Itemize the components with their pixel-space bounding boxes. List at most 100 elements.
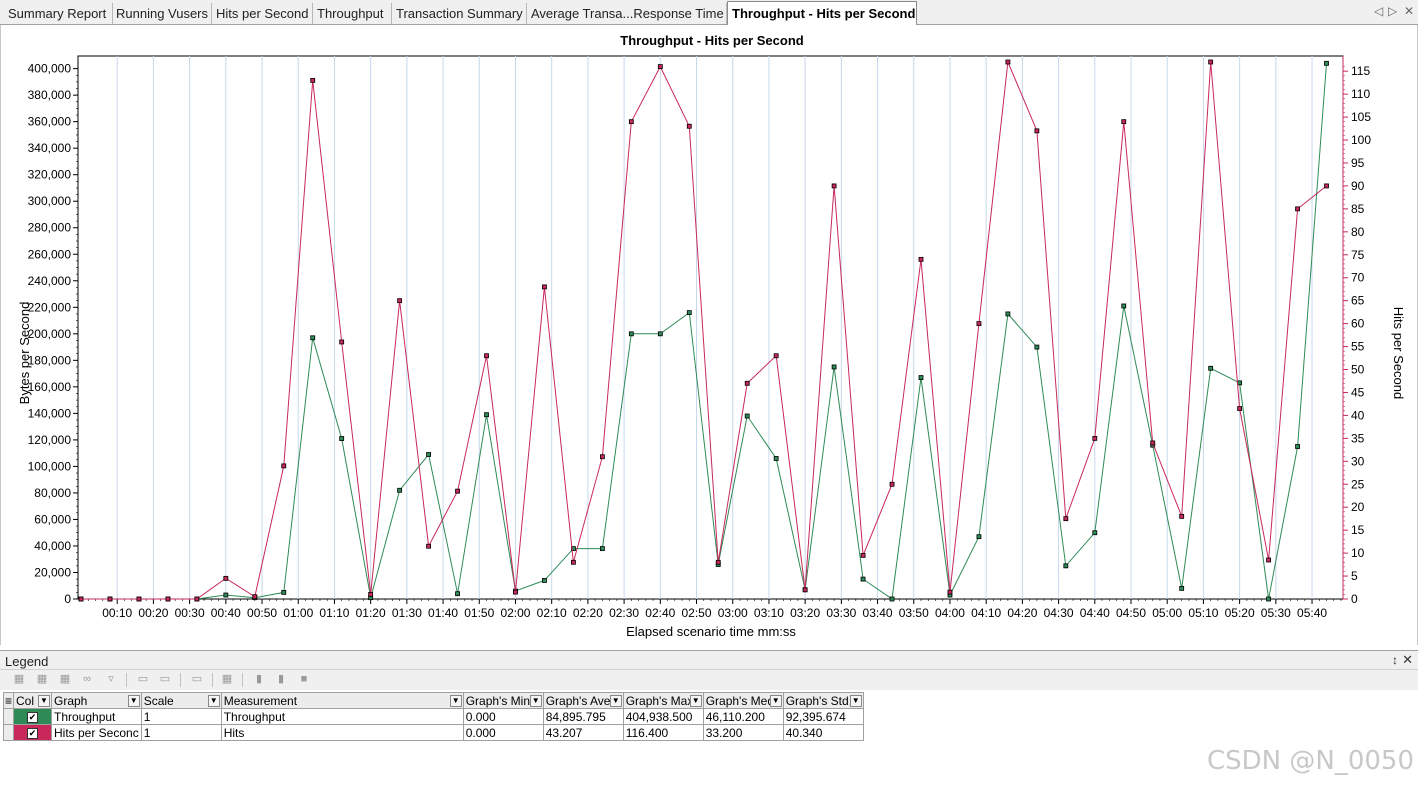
close-icon[interactable]: ✕ bbox=[1402, 652, 1413, 667]
y-tick-label: 160,000 bbox=[28, 380, 72, 394]
x-tick-label: 02:10 bbox=[537, 606, 567, 620]
data-point bbox=[686, 123, 692, 129]
move-down-icon[interactable]: ▮ bbox=[277, 673, 285, 685]
color-swatch[interactable]: ✔ bbox=[13, 708, 52, 725]
data-point bbox=[976, 534, 982, 540]
chevron-down-icon[interactable]: ▼ bbox=[449, 695, 462, 707]
chevron-down-icon[interactable]: ▼ bbox=[529, 695, 542, 707]
tab-transaction-summary[interactable]: Transaction Summary bbox=[392, 3, 527, 24]
y-tick-label: 120,000 bbox=[28, 433, 72, 447]
toolbar-divider bbox=[180, 673, 181, 687]
column-header-color[interactable]: Col ▼ bbox=[13, 692, 52, 709]
y2-tick-label: 0 bbox=[1351, 592, 1358, 606]
column-header-max[interactable]: Graph's Max ▼ bbox=[622, 692, 704, 709]
checkbox[interactable]: ✔ bbox=[27, 727, 38, 739]
show-only-icon[interactable]: ▦ bbox=[59, 673, 71, 685]
data-point bbox=[860, 576, 866, 582]
data-point bbox=[1092, 435, 1098, 441]
chevron-down-icon[interactable]: ▼ bbox=[38, 695, 50, 707]
copy-icon[interactable]: ▭ bbox=[137, 673, 149, 685]
filter-icon[interactable]: ▿ bbox=[108, 673, 114, 685]
column-header-std[interactable]: Graph's Std. ▼ bbox=[782, 692, 864, 709]
y-tick-label: 60,000 bbox=[34, 512, 71, 526]
std-cell: 40.340 bbox=[782, 724, 864, 741]
column-header-graph[interactable]: Graph ▼ bbox=[51, 692, 142, 709]
checkbox[interactable]: ✔ bbox=[27, 711, 38, 723]
tab-throughput-hits-per-second[interactable]: Throughput - Hits per Second bbox=[727, 1, 917, 25]
tab-summary-report[interactable]: Summary Report bbox=[4, 3, 113, 24]
x-tick-label: 05:40 bbox=[1297, 606, 1327, 620]
row-selector[interactable] bbox=[3, 708, 14, 725]
data-point bbox=[1324, 183, 1329, 189]
data-point bbox=[571, 559, 576, 565]
chevron-down-icon[interactable]: ▼ bbox=[769, 695, 782, 707]
data-point bbox=[1063, 516, 1069, 522]
data-point bbox=[310, 335, 316, 341]
tab-bar: Summary Report Running Vusers Hits per S… bbox=[0, 0, 1418, 25]
row-selector-header[interactable]: ≡ bbox=[3, 692, 14, 709]
table-row[interactable]: ✔ Throughput 1 Throughput 0.000 84,895.7… bbox=[3, 708, 864, 725]
data-point bbox=[426, 543, 431, 549]
y2-axis-label: Hits per Second bbox=[1391, 307, 1406, 400]
tab-running-vusers[interactable]: Running Vusers bbox=[112, 3, 212, 24]
data-point bbox=[1324, 60, 1329, 66]
data-point bbox=[107, 596, 113, 602]
column-header-avg[interactable]: Graph's Ave ▼ bbox=[542, 692, 624, 709]
x-tick-label: 03:10 bbox=[754, 606, 784, 620]
data-point bbox=[657, 64, 663, 69]
data-point bbox=[918, 256, 924, 262]
column-header-scale[interactable]: Scale ▼ bbox=[140, 692, 222, 709]
data-point bbox=[744, 413, 750, 419]
tab-close-icon[interactable]: ✕ bbox=[1404, 4, 1415, 18]
y2-tick-label: 5 bbox=[1351, 569, 1358, 583]
chevron-down-icon[interactable]: ▼ bbox=[127, 695, 140, 707]
data-point bbox=[1005, 59, 1011, 65]
chevron-down-icon[interactable]: ▼ bbox=[849, 695, 862, 707]
column-header-median[interactable]: Graph's Med ▼ bbox=[702, 692, 784, 709]
hide-graph-icon[interactable]: ▦ bbox=[36, 673, 48, 685]
show-graph-icon[interactable]: ▦ bbox=[13, 673, 25, 685]
columns-icon[interactable]: ▦ bbox=[221, 673, 233, 685]
chevron-down-icon[interactable]: ▼ bbox=[207, 695, 220, 707]
tab-scroll-left-icon[interactable]: ◁ bbox=[1374, 4, 1384, 18]
data-point bbox=[1179, 585, 1185, 591]
data-point bbox=[599, 546, 605, 552]
pin-icon[interactable]: ↕ bbox=[1392, 653, 1398, 667]
column-header-min[interactable]: Graph's Mini ▼ bbox=[462, 692, 544, 709]
tab-scroll-right-icon[interactable]: ▷ bbox=[1388, 4, 1398, 18]
save-icon[interactable]: ■ bbox=[300, 673, 308, 685]
tab-hits-per-second[interactable]: Hits per Second bbox=[212, 3, 313, 24]
x-tick-label: 04:20 bbox=[1007, 606, 1037, 620]
color-swatch[interactable]: ✔ bbox=[13, 724, 52, 741]
y2-tick-label: 50 bbox=[1351, 363, 1365, 377]
tab-throughput[interactable]: Throughput bbox=[313, 3, 392, 24]
data-point bbox=[571, 546, 576, 552]
tab-average-transaction-response-time[interactable]: Average Transa...Response Time bbox=[527, 3, 727, 24]
legend-toolbar: ▦ ▦ ▦ ∞ ▿ ▭ ▭ ▭ ▦ ▮ ▮ ■ bbox=[0, 670, 1418, 690]
y-tick-label: 260,000 bbox=[28, 247, 72, 261]
data-point bbox=[628, 331, 634, 337]
y-tick-label: 200,000 bbox=[28, 327, 72, 341]
data-point bbox=[339, 339, 345, 345]
data-point bbox=[889, 596, 895, 602]
paste-icon[interactable]: ▭ bbox=[159, 673, 171, 685]
row-selector[interactable] bbox=[3, 724, 14, 741]
data-point bbox=[252, 594, 258, 600]
column-header-measurement[interactable]: Measurement ▼ bbox=[220, 692, 464, 709]
move-up-icon[interactable]: ▮ bbox=[255, 673, 263, 685]
link-icon[interactable]: ∞ bbox=[83, 673, 91, 685]
median-cell: 46,110.200 bbox=[702, 708, 784, 725]
chevron-down-icon[interactable]: ▼ bbox=[689, 695, 702, 707]
data-point bbox=[542, 578, 547, 583]
data-point bbox=[715, 559, 721, 565]
y2-tick-label: 30 bbox=[1351, 454, 1365, 468]
y-tick-label: 280,000 bbox=[28, 221, 72, 235]
y-tick-label: 0 bbox=[64, 592, 71, 606]
table-row[interactable]: ✔ Hits per Seconc 1 Hits 0.000 43.207 11… bbox=[3, 724, 864, 741]
scale-cell: 1 bbox=[140, 708, 222, 725]
y2-tick-label: 110 bbox=[1351, 87, 1370, 101]
chevron-down-icon[interactable]: ▼ bbox=[609, 695, 622, 707]
properties-icon[interactable]: ▭ bbox=[191, 673, 203, 685]
data-point bbox=[223, 592, 229, 598]
data-point bbox=[773, 353, 779, 359]
